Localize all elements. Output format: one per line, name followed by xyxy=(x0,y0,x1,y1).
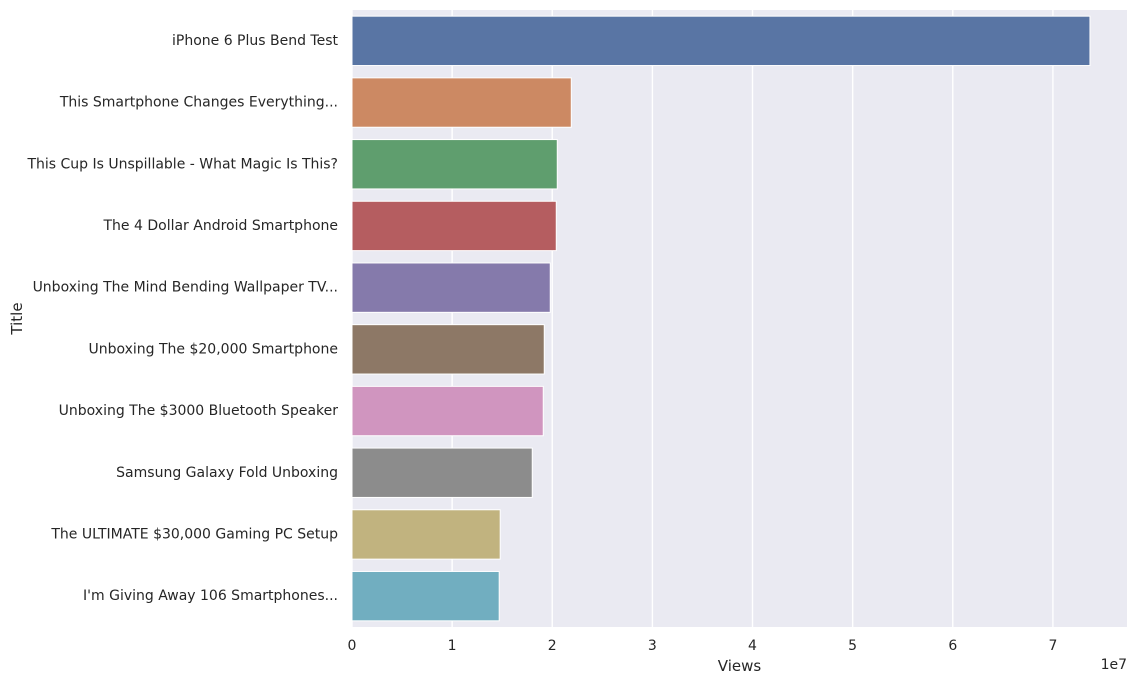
bars xyxy=(351,15,1091,622)
x-tick-label-7: 7 xyxy=(1048,638,1057,654)
bar-5 xyxy=(351,324,545,375)
y-axis-label: Title xyxy=(8,302,26,335)
y-tick-label-5: Unboxing The $20,000 Smartphone xyxy=(88,341,338,357)
y-category-labels: iPhone 6 Plus Bend Test This Smartphone C… xyxy=(26,33,338,604)
y-tick-label-9: I'm Giving Away 106 Smartphones... xyxy=(83,588,338,604)
bar-1 xyxy=(351,77,572,128)
bar-8 xyxy=(351,509,501,560)
x-tick-label-3: 3 xyxy=(648,638,657,654)
y-tick-label-6: Unboxing The $3000 Bluetooth Speaker xyxy=(59,403,339,419)
x-tick-label-5: 5 xyxy=(848,638,857,654)
x-tick-labels: 0 1 2 3 4 5 6 7 xyxy=(348,638,1058,654)
x-tick-label-6: 6 xyxy=(948,638,957,654)
y-tick-label-0: iPhone 6 Plus Bend Test xyxy=(172,33,339,49)
x-tick-label-4: 4 xyxy=(748,638,757,654)
bar-2 xyxy=(351,139,558,190)
y-tick-label-7: Samsung Galaxy Fold Unboxing xyxy=(116,465,338,481)
y-tick-label-4: Unboxing The Mind Bending Wallpaper TV..… xyxy=(33,280,338,296)
x-axis-offset-label: 1e7 xyxy=(1101,657,1127,673)
x-tick-label-2: 2 xyxy=(548,638,557,654)
y-tick-label-2: This Cup Is Unspillable - What Magic Is … xyxy=(26,156,338,172)
bar-7 xyxy=(351,447,533,498)
x-axis-label: Views xyxy=(718,657,762,675)
y-tick-label-1: This Smartphone Changes Everything... xyxy=(59,95,338,111)
bar-9 xyxy=(351,570,500,622)
bar-6 xyxy=(351,385,544,437)
bar-4 xyxy=(351,262,551,313)
bar-0 xyxy=(351,15,1091,67)
x-tick-label-0: 0 xyxy=(348,638,357,654)
y-tick-label-3: The 4 Dollar Android Smartphone xyxy=(103,218,339,234)
y-tick-label-8: The ULTIMATE $30,000 Gaming PC Setup xyxy=(50,526,338,542)
bar-3 xyxy=(351,200,557,252)
x-tick-label-1: 1 xyxy=(448,638,457,654)
